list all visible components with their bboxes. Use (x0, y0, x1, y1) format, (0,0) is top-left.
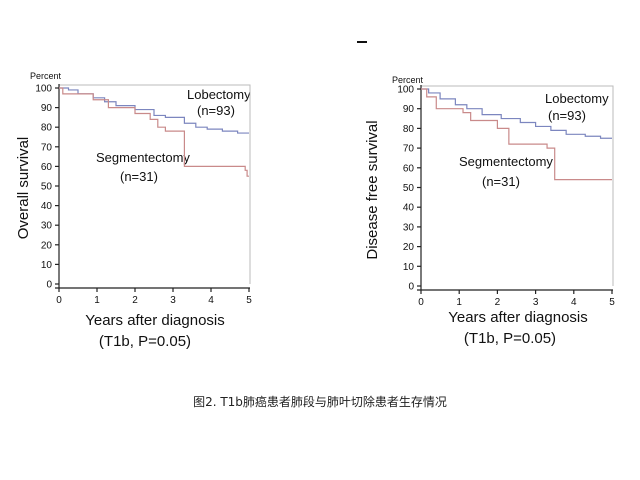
y-tick-label: 10 (41, 260, 53, 271)
x-tick-label: 3 (533, 297, 539, 308)
y-tick-label: 20 (403, 242, 415, 253)
y-tick-label: 100 (397, 85, 414, 96)
y-tick-label: 70 (403, 144, 415, 155)
y-tick-label: 50 (41, 182, 53, 193)
x-axis-label: Years after diagnosis (448, 309, 588, 326)
y-tick-label: 40 (41, 201, 53, 212)
y-tick-label: 0 (46, 280, 52, 291)
y-tick-label: 20 (41, 240, 53, 251)
overall-survival-chart: Percent Overall survival Years after dia… (15, 71, 252, 350)
lobectomy-count: (n=93) (548, 108, 586, 123)
segmentectomy-survival-curve (421, 88, 612, 181)
y-axis-label: Disease free survival (364, 120, 381, 259)
lobectomy-label: Lobectomy (545, 91, 609, 106)
plot-frame (59, 84, 251, 284)
x-tick-label: 1 (456, 297, 462, 308)
x-axis-label: Years after diagnosis (85, 312, 225, 329)
y-tick-label: 90 (41, 103, 53, 114)
y-tick-label: 70 (41, 142, 53, 153)
survival-figure: Percent Overall survival Years after dia… (15, 71, 615, 350)
x-tick-label: 5 (246, 295, 252, 306)
segmentectomy-count: (n=31) (120, 169, 158, 184)
percent-label: Percent (392, 75, 424, 85)
x-tick-label: 0 (418, 297, 424, 308)
x-tick-label: 4 (571, 297, 577, 308)
y-tick-label: 10 (403, 262, 415, 273)
y-tick-label: 50 (403, 183, 415, 194)
dash-mark (357, 41, 367, 43)
segmentectomy-count: (n=31) (482, 174, 520, 189)
segmentectomy-survival-curve (59, 87, 249, 177)
y-tick-label: 80 (41, 123, 53, 134)
figure-caption: 图2. T1b肺癌患者肺段与肺叶切除患者生存情况 (193, 395, 447, 409)
segmentectomy-label: Segmentectomy (459, 154, 553, 169)
y-axis-label: Overall survival (15, 137, 32, 240)
y-tick-label: 100 (35, 84, 52, 95)
lobectomy-count: (n=93) (197, 103, 235, 118)
y-tick-label: 30 (403, 222, 415, 233)
x-tick-label: 3 (170, 295, 176, 306)
x-tick-label: 0 (56, 295, 62, 306)
x-tick-label: 2 (132, 295, 138, 306)
y-tick-label: 60 (403, 163, 415, 174)
lobectomy-label: Lobectomy (187, 87, 251, 102)
chart-subtitle: (T1b, P=0.05) (99, 333, 191, 350)
plot-frame (421, 85, 614, 286)
segmentectomy-label: Segmentectomy (96, 150, 190, 165)
disease-free-survival-chart: Percent Disease free survival Years afte… (364, 75, 615, 347)
chart-subtitle: (T1b, P=0.05) (464, 330, 556, 347)
y-tick-label: 30 (41, 221, 53, 232)
x-tick-label: 4 (208, 295, 214, 306)
x-tick-label: 5 (609, 297, 615, 308)
y-tick-label: 80 (403, 124, 415, 135)
y-tick-label: 40 (403, 203, 415, 214)
y-tick-label: 0 (408, 282, 414, 293)
lobectomy-survival-curve (421, 88, 612, 139)
x-tick-label: 1 (94, 295, 100, 306)
x-tick-label: 2 (495, 297, 501, 308)
y-tick-label: 60 (41, 162, 53, 173)
percent-label: Percent (30, 71, 62, 81)
y-tick-label: 90 (403, 104, 415, 115)
